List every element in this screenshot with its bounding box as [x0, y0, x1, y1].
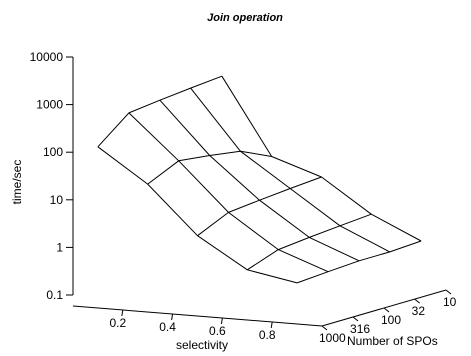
x-tick-label: 0.4	[159, 320, 176, 334]
mesh-line-spo	[190, 87, 391, 253]
surface-mesh	[97, 75, 422, 284]
x-tick-mark	[270, 321, 273, 329]
x-axis-label: selectivity	[176, 338, 228, 352]
mesh-line-selectivity	[247, 213, 372, 271]
y-tick-mark	[383, 307, 390, 313]
z-tick-label: 1	[56, 240, 63, 254]
x-tick-mark	[220, 317, 223, 325]
y-tick-label: 10	[443, 295, 457, 309]
y-tick-label: 1000	[319, 331, 346, 345]
z-tick-label: 10	[50, 193, 64, 207]
z-tick-label: 10000	[30, 50, 64, 64]
x-tick-label: 0.2	[109, 316, 126, 330]
z-tick-label: 100	[43, 145, 63, 159]
chart-title: Join operation	[207, 12, 283, 24]
y-tick-mark	[321, 325, 328, 331]
y-tick-label: 100	[381, 313, 401, 327]
x-tick-label: 0.6	[209, 324, 226, 338]
x-tick-mark	[171, 313, 174, 321]
mesh-line-selectivity	[97, 75, 223, 148]
mesh-line-spo	[97, 146, 298, 284]
mesh-line-spo	[159, 99, 360, 262]
z-axis-label: time/sec	[10, 160, 24, 205]
y-tick-mark	[445, 289, 452, 295]
mesh-line-selectivity	[197, 176, 322, 237]
x-axis-line	[72, 305, 323, 327]
y-tick-mark	[352, 316, 359, 322]
y-tick-label: 32	[412, 304, 426, 318]
x-tick-mark	[121, 309, 124, 317]
y-axis-label: Number of SPOs	[347, 334, 438, 348]
x-tick-label: 0.8	[259, 328, 276, 342]
z-tick-label: 1000	[36, 98, 63, 112]
z-tick-label: 0.1	[46, 288, 63, 302]
mesh-line-selectivity	[296, 240, 422, 284]
axis-ticks: 0.1 1 10 100 1000 10000 0.2 0.4 0.6 0.8 10 32 100 316…	[30, 50, 457, 345]
mesh-line-selectivity	[147, 150, 272, 185]
y-tick-mark	[414, 298, 420, 304]
mesh-line-spo	[221, 75, 422, 242]
y-tick-label: 316	[350, 322, 370, 336]
